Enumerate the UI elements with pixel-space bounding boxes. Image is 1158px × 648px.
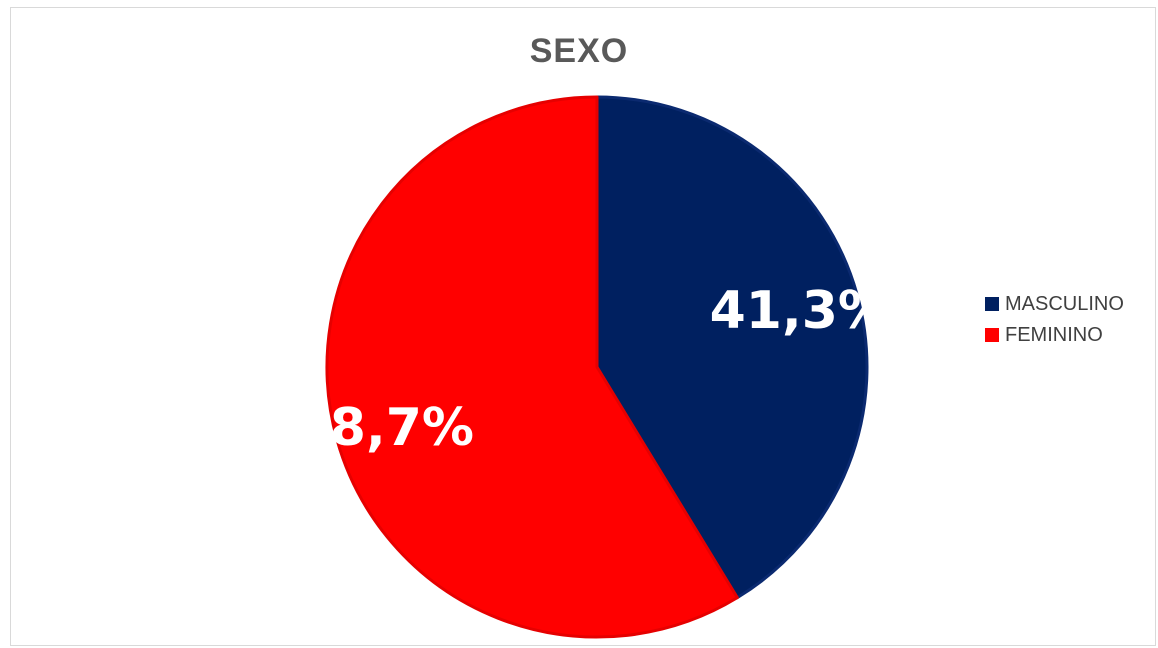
data-label-masculino: 41,3% xyxy=(710,281,890,341)
data-label-feminino: 58,7% xyxy=(294,398,474,458)
legend-item-feminino: FEMININO xyxy=(985,321,1124,349)
legend-swatch-masculino xyxy=(985,297,999,311)
legend-item-masculino: MASCULINO xyxy=(985,290,1124,318)
pie-slice-masculino xyxy=(595,95,869,600)
legend-label-masculino: MASCULINO xyxy=(1005,292,1124,315)
pie-slice-feminino xyxy=(325,95,739,639)
legend: MASCULINO FEMININO xyxy=(985,290,1124,352)
legend-label-feminino: FEMININO xyxy=(1005,323,1103,346)
legend-swatch-feminino xyxy=(985,328,999,342)
chart-title: SEXO xyxy=(529,32,629,70)
